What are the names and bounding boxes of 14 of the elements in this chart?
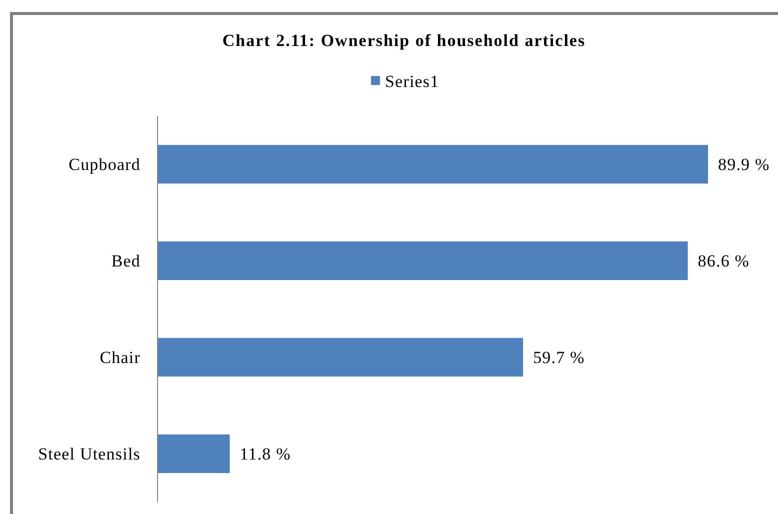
data-label: 11.8 % [240, 444, 291, 464]
data-label: 86.6 % [698, 252, 750, 271]
y-tick-label: Chair [100, 348, 140, 368]
y-tick-label: Bed [111, 252, 140, 271]
bar [158, 434, 230, 474]
y-tick-label: Steel Utensils [38, 444, 140, 464]
data-label: 89.9 % [718, 155, 770, 174]
y-tick-label: Cupboard [68, 155, 140, 174]
bar [158, 241, 688, 280]
data-label: 59.7 % [533, 348, 585, 368]
chart-title: Chart 2.11: Ownership of household articles [222, 31, 586, 50]
legend-label: Series1 [385, 72, 440, 91]
bar [158, 338, 524, 377]
bar [158, 144, 708, 184]
